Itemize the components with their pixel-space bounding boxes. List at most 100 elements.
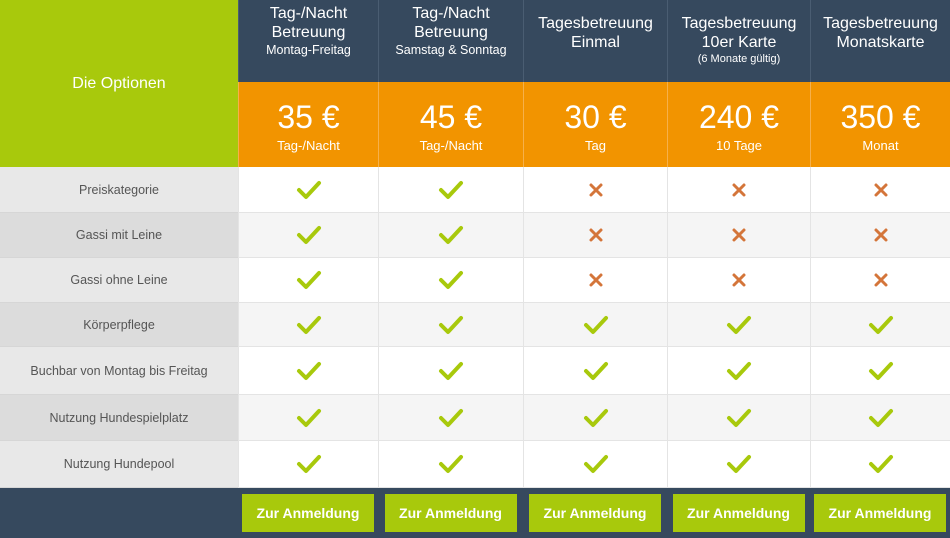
plan-title-line: Tagesbetreuung [681,15,797,32]
plan-title-line: Betreuung [414,24,488,41]
feature-mark-cell [810,258,950,303]
feature-label: Buchbar von Montag bis Freitag [0,347,238,395]
check-icon [727,361,751,380]
plan-price-block: 35 € Tag-/Nacht [238,82,378,167]
price-amount: 45 € [419,98,483,135]
check-icon [583,455,608,473]
feature-label: Nutzung Hundepool [0,441,238,488]
check-icon [868,315,893,334]
feature-mark-cell [523,347,667,395]
feature-mark-cell [667,303,810,347]
feature-mark-cell [523,303,667,347]
plan-title-line: 10er Karte [701,34,777,51]
feature-mark-cell [378,395,523,441]
check-icon [296,455,321,473]
price-amount: 240 € [698,98,780,135]
plan-price-block: 30 € Tag [523,82,667,167]
footer-cell: Zur Anmeldung [667,488,810,538]
check-icon [439,180,463,199]
footer-spacer [0,488,238,538]
footer-cell: Zur Anmeldung [810,488,950,538]
feature-mark-cell [378,347,523,395]
feature-mark-cell [667,167,810,213]
price-unit: Tag-/Nacht [419,137,483,153]
cross-icon [874,183,887,196]
price-unit: Monat [862,137,899,153]
feature-label: Körperpflege [0,303,238,347]
footer-cell: Zur Anmeldung [238,488,378,538]
check-icon [439,271,463,289]
cross-icon [589,183,602,196]
feature-mark-cell [378,441,523,488]
footer-cell: Zur Anmeldung [378,488,523,538]
check-icon [439,408,463,427]
feature-mark-cell [667,441,810,488]
feature-mark-cell [523,167,667,213]
signup-button[interactable]: Zur Anmeldung [814,494,946,532]
check-icon [296,361,321,380]
price-amount: 35 € [277,98,340,135]
plan-title-line: Monatskarte [836,34,925,51]
feature-mark-cell [378,258,523,303]
feature-label: Nutzung Hundespielplatz [0,395,238,441]
feature-mark-cell [378,303,523,347]
feature-mark-cell [238,347,378,395]
plan-title-line: Tagesbetreuung [538,15,653,32]
check-icon [868,361,893,380]
check-icon [296,226,321,244]
signup-button[interactable]: Zur Anmeldung [242,494,374,532]
price-unit: Tag [585,137,606,153]
plan-title-line: Betreuung [271,24,346,41]
signup-button[interactable]: Zur Anmeldung [529,494,661,532]
feature-mark-cell [523,441,667,488]
signup-button[interactable]: Zur Anmeldung [384,494,517,532]
plan-price-block: 350 € Monat [810,82,950,167]
plan-subtitle: Montag-Freitag [266,43,351,57]
check-icon [439,361,463,380]
check-icon [439,226,463,244]
check-icon [439,315,463,334]
check-icon [296,408,321,427]
cross-icon [732,273,746,287]
plan-price-block: 45 € Tag-/Nacht [378,82,523,167]
plan-note: (6 Monate gültig) [697,53,781,65]
check-icon [583,408,608,427]
price-unit: Tag-/Nacht [277,137,340,153]
cross-icon [732,183,746,196]
feature-mark-cell [810,441,950,488]
price-amount: 350 € [840,98,921,135]
feature-mark-cell [238,258,378,303]
check-icon [727,315,751,334]
check-icon [868,455,893,473]
feature-mark-cell [238,303,378,347]
signup-button[interactable]: Zur Anmeldung [672,494,805,532]
footer-cell: Zur Anmeldung [523,488,667,538]
feature-mark-cell [238,213,378,258]
cross-icon [589,228,602,242]
plan-subtitle: Samstag & Sonntag [395,43,507,57]
cross-icon [874,273,887,287]
plan-header-day-once: Tagesbetreuung Einmal [523,0,667,82]
feature-mark-cell [378,167,523,213]
plan-header-day-night-weekend: Tag-/Nacht Betreuung Samstag & Sonntag [378,0,523,82]
feature-mark-cell [523,213,667,258]
check-icon [296,180,321,199]
feature-mark-cell [238,167,378,213]
plan-title-line: Einmal [571,34,620,51]
check-icon [868,408,893,427]
feature-mark-cell [810,395,950,441]
plan-header-ten-card: Tagesbetreuung 10er Karte (6 Monate gült… [667,0,810,82]
check-icon [727,455,751,473]
plan-title-line: Tag-/Nacht [269,5,348,22]
options-heading: Die Optionen [0,0,238,167]
feature-mark-cell [810,303,950,347]
check-icon [296,271,321,289]
check-icon [296,315,321,334]
feature-mark-cell [667,395,810,441]
feature-mark-cell [523,258,667,303]
cross-icon [589,273,602,287]
plan-title-line: Tag-/Nacht [412,5,490,22]
price-unit: 10 Tage [715,137,763,153]
feature-mark-cell [810,167,950,213]
